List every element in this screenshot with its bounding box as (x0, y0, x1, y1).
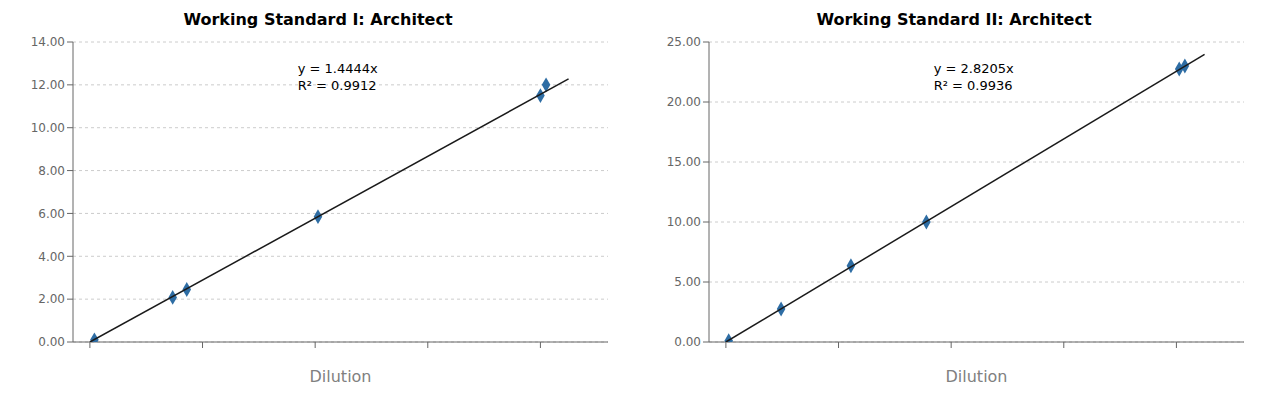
svg-text:15.00: 15.00 (667, 155, 701, 169)
html-text:R² = 0.9936: R² = 0.9936 (933, 78, 1013, 93)
svg-text:5.00: 5.00 (674, 275, 701, 289)
svg-text:25.00: 25.00 (667, 35, 701, 49)
svg-text:0.00: 0.00 (38, 335, 65, 349)
svg-text:10.00: 10.00 (31, 121, 65, 135)
svg-text:14.00: 14.00 (31, 35, 65, 49)
html-text:y = 1.4444x: y = 1.4444x (297, 61, 378, 76)
svg-text:8.00: 8.00 (38, 164, 65, 178)
svg-text:20.00: 20.00 (667, 95, 701, 109)
svg-text:Dilution: Dilution (310, 367, 372, 386)
html-text:Working Standard I: Architect: Working Standard I: Architect (183, 10, 453, 29)
html-text:y = 2.8205x: y = 2.8205x (933, 61, 1014, 76)
svg-text:10.00: 10.00 (667, 215, 701, 229)
svg-text:2.00: 2.00 (38, 292, 65, 306)
html-text:Working Standard II: Architect: Working Standard II: Architect (816, 10, 1092, 29)
svg-text:0.00: 0.00 (674, 335, 701, 349)
svg-text:12.00: 12.00 (31, 78, 65, 92)
html-text:R² = 0.9912: R² = 0.9912 (297, 78, 377, 93)
svg-text:6.00: 6.00 (38, 207, 65, 221)
svg-text:4.00: 4.00 (38, 250, 65, 264)
svg-text:Dilution: Dilution (946, 367, 1008, 386)
